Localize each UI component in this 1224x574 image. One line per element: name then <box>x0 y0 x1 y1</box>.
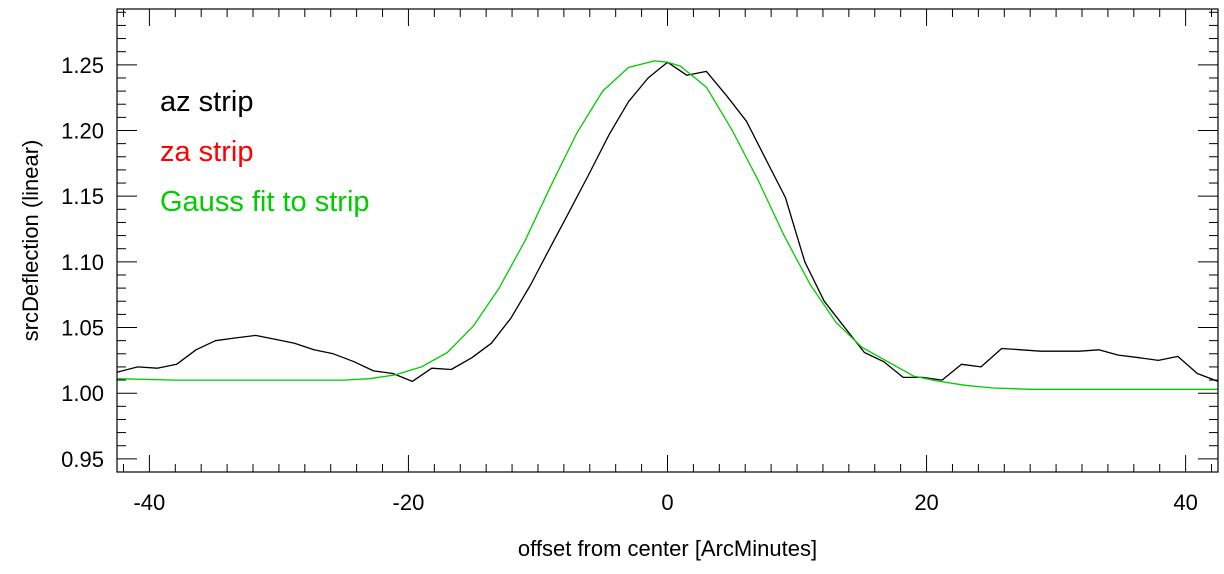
legend-entry: za strip <box>160 136 253 168</box>
legend-entry: az strip <box>160 86 253 118</box>
y-tick-label: 1.15 <box>61 184 104 209</box>
x-tick-label: 40 <box>1173 490 1197 515</box>
legend-entry: Gauss fit to strip <box>160 186 370 218</box>
y-tick-label: 1.10 <box>61 250 104 275</box>
y-tick-label: 0.95 <box>61 447 104 472</box>
y-tick-label: 1.25 <box>61 53 104 78</box>
x-axis-label: offset from center [ArcMinutes] <box>518 536 817 561</box>
plot-frame <box>116 8 1219 473</box>
y-axis-label: srcDeflection (linear) <box>18 140 43 342</box>
y-tick-label: 1.00 <box>61 381 104 406</box>
legend: az strip za strip Gauss fit to strip <box>160 86 370 218</box>
x-tick-label: 0 <box>661 490 673 515</box>
x-tick-label: 20 <box>914 490 938 515</box>
x-tick-label: -40 <box>133 490 165 515</box>
series-group <box>116 60 1219 390</box>
y-tick-label: 1.20 <box>61 118 104 143</box>
x-tick-label: -20 <box>393 490 425 515</box>
series-line-gauss-fit-to-strip <box>116 60 1218 390</box>
y-tick-label: 1.05 <box>61 316 104 341</box>
